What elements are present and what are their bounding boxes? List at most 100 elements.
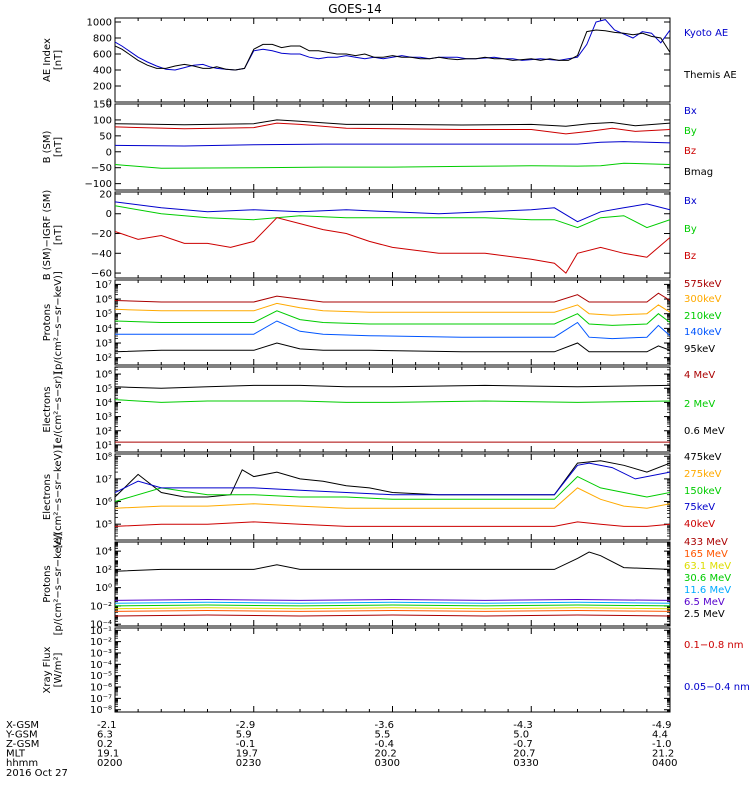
series-line-6-5-mev — [115, 598, 670, 601]
y-tick-label: 10² — [95, 426, 112, 437]
y-axis-label: [nT] — [53, 50, 64, 70]
y-tick-label: −60 — [91, 269, 112, 280]
series-line-300kev — [115, 302, 670, 316]
ephemeris-row-label: Z-GSM — [6, 739, 39, 750]
series-line-bz — [115, 217, 670, 274]
y-axis-label: Protons — [42, 304, 53, 341]
ephemeris-value: 5.0 — [513, 730, 529, 741]
y-tick-label: 10⁷ — [95, 474, 112, 485]
series-line-by — [115, 162, 670, 169]
legend-entry: 0.6 MeV — [684, 426, 725, 437]
ephemeris-value: 6.3 — [97, 730, 113, 741]
y-axis-label: [nT] — [53, 225, 64, 245]
series-line-165-mev — [115, 609, 670, 612]
y-tick-label: 10⁻⁸ — [90, 705, 112, 716]
y-tick-label: 10⁶ — [95, 497, 112, 508]
legend-entry: 95keV — [684, 344, 715, 355]
y-axis-label: Xray Flux — [42, 646, 53, 693]
y-tick-label: 20 — [99, 189, 112, 200]
y-tick-label: 10⁶ — [95, 295, 112, 306]
panel-b: −100 −50 0 50 100 150 B (SM) [nT] Bx By Bz Bmag — [42, 100, 713, 191]
ephemeris-value: 0.2 — [97, 739, 113, 750]
legend-entry: 433 MeV — [684, 537, 728, 548]
y-tick-label: 10⁷ — [95, 280, 112, 291]
y-tick-label: 10⁻² — [90, 601, 112, 612]
y-tick-label: 10² — [95, 565, 112, 576]
panel-ae: 0 200 400 600 800 1000 AE Index [nT] Kyoto AE The… — [42, 17, 737, 109]
legend-entry: Bz — [684, 251, 696, 262]
ephemeris-row-label: hhmm — [6, 758, 38, 769]
y-tick-label: 10⁻⁶ — [90, 683, 112, 694]
y-tick-label: 10⁻² — [90, 637, 112, 648]
y-tick-label: −100 — [85, 179, 112, 190]
series-line-575kev — [115, 292, 670, 303]
y-tick-label: 10⁵ — [95, 384, 112, 395]
y-tick-label: 10⁶ — [95, 370, 112, 381]
legend-entry: 6.5 MeV — [684, 597, 725, 608]
y-tick-label: 10⁰ — [95, 583, 112, 594]
legend-entry: 2.5 MeV — [684, 609, 725, 620]
chart-title: GOES-14 — [328, 2, 382, 16]
panel-frame — [114, 17, 671, 103]
ephemeris-value: 20.7 — [513, 749, 535, 760]
legend-entry: By — [684, 224, 697, 235]
ephemeris-value: 19.7 — [236, 749, 258, 760]
legend-entry: 0.05−0.4 nm — [684, 682, 750, 693]
y-tick-label: 10⁻¹ — [90, 626, 112, 637]
series-line-150kev — [115, 475, 670, 502]
legend-entry: 475keV — [684, 452, 722, 463]
y-tick-label: 0 — [106, 147, 112, 158]
legend-entry: 575keV — [684, 279, 722, 290]
series-line-bx — [115, 141, 670, 147]
y-axis-label: B (SM)−IGRF (SM) — [42, 190, 53, 281]
y-tick-label: 10⁻⁴ — [90, 620, 112, 631]
y-tick-label: 10⁻⁵ — [90, 671, 112, 682]
ephemeris-value: 20.2 — [375, 749, 397, 760]
series-line-140kev — [115, 320, 670, 340]
y-tick-label: 10⁴ — [95, 398, 112, 409]
legend-entry: 4 MeV — [684, 370, 715, 381]
legend-entry: 75keV — [684, 502, 715, 513]
y-axis-label: Protons — [42, 565, 53, 602]
y-axis-label: [nT] — [53, 137, 64, 157]
y-axis-label: [e/(cm²−s−sr−keV)] — [53, 446, 64, 549]
series-group — [115, 119, 670, 169]
legend-entry: 165 MeV — [684, 549, 728, 560]
ephemeris-value: 0300 — [375, 758, 400, 769]
series-line-by — [115, 205, 670, 229]
ephemeris-value: 21.2 — [652, 749, 674, 760]
legend-entry: Themis AE — [683, 70, 737, 81]
y-tick-label: 50 — [99, 131, 112, 142]
panel-protons: 10² 10³ 10⁴ 10⁵ 10⁶ 10⁷ Protons [p/(cm²−s−sr−ke… — [42, 271, 722, 374]
ephemeris-value: -3.6 — [375, 720, 395, 731]
ephemeris-row-label: X-GSM — [6, 720, 39, 731]
y-tick-label: 10³ — [95, 339, 112, 350]
ephemeris-table: X-GSM -2.1 -2.9 -3.6 -4.3 -4.9 Y-GSM 6.3 5.9 5.5 5… — [5, 720, 677, 769]
panel-frame — [114, 191, 671, 279]
y-tick-label: 10³ — [95, 412, 112, 423]
series-group — [115, 384, 670, 443]
series-line-0-6-mev — [115, 384, 670, 389]
ephemeris-value: 0330 — [513, 758, 538, 769]
series-group — [115, 551, 670, 617]
panel-xray: 10⁻⁸10⁻⁷10⁻⁶10⁻⁵10⁻⁴10⁻³10⁻²10⁻¹ Xray Flu… — [42, 626, 750, 716]
y-tick-label: 10⁸ — [95, 452, 112, 463]
y-tick-label: 10⁴ — [95, 324, 112, 335]
panel-db: −60 −40 −20 0 20 B (SM)−IGRF (SM) [nT] Bx By Bz — [42, 189, 697, 280]
legend-entry: 11.6 MeV — [684, 585, 731, 596]
y-axis-label: [p/(cm²−s−sr−keV)] — [53, 533, 64, 636]
y-tick-label: −20 — [91, 229, 112, 240]
y-axis-label: Electrons — [42, 474, 53, 520]
panel-frame — [114, 627, 671, 713]
y-tick-label: 150 — [93, 100, 112, 111]
ephemeris-value: 5.9 — [236, 730, 252, 741]
y-axis-label: [e/(cm²−s−sr)] — [53, 372, 64, 448]
legend-entry: Bmag — [684, 167, 713, 178]
legend-entry: 300keV — [684, 294, 722, 305]
series-group — [115, 460, 670, 527]
y-tick-label: 800 — [93, 34, 112, 45]
y-tick-label: 10¹ — [95, 440, 112, 451]
y-tick-label: 10⁴ — [95, 547, 112, 558]
